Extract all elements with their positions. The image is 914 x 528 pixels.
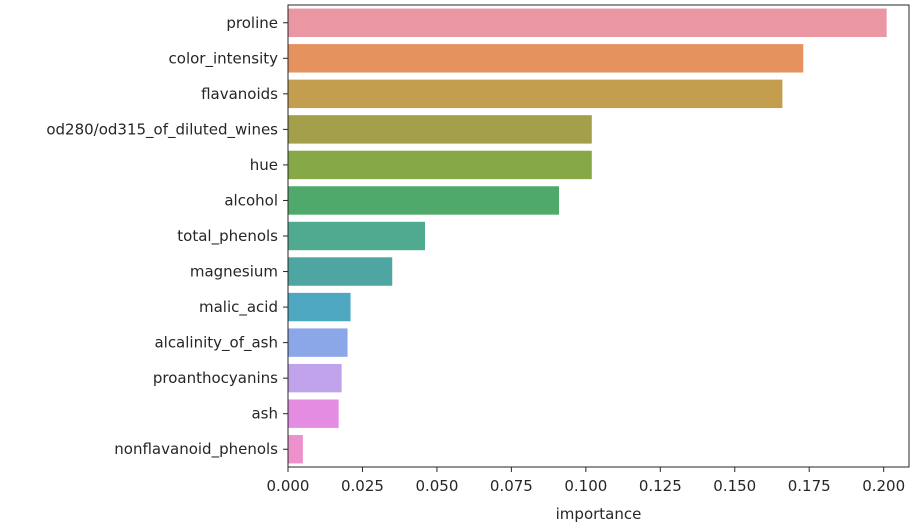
- y-tick-label: nonflavanoid_phenols: [114, 440, 278, 459]
- plot-frame: [287, 4, 910, 468]
- bar-proline: [288, 8, 887, 37]
- x-tick-label: 0.200: [862, 477, 905, 495]
- y-tick-label: proanthocyanins: [153, 369, 278, 387]
- y-tick-label: od280/od315_of_diluted_wines: [46, 120, 278, 139]
- bar-proanthocyanins: [288, 363, 342, 393]
- x-ticks: 0.000 0.025 0.050 0.075 0.100 0.125 0.150 0.175…: [267, 467, 905, 495]
- y-tick-label: proline: [226, 14, 278, 32]
- x-tick-label: 0.000: [267, 477, 310, 495]
- x-tick-label: 0.050: [415, 477, 458, 495]
- y-tick-label: total_phenols: [177, 227, 278, 246]
- bar-color_intensity: [288, 44, 804, 73]
- y-tick-labels: proline color_intensity flavanoids od280/od…: [46, 14, 288, 459]
- x-axis-title: importance: [556, 505, 642, 523]
- bar-od280/od315_of_diluted_wines: [288, 115, 592, 144]
- y-tick-label: alcohol: [224, 191, 278, 209]
- x-tick-label: 0.025: [341, 477, 384, 495]
- y-tick-label: alcalinity_of_ash: [154, 334, 278, 353]
- x-tick-label: 0.175: [788, 477, 831, 495]
- bar-nonflavanoid_phenols: [288, 435, 303, 464]
- x-tick-label: 0.125: [639, 477, 682, 495]
- bar-hue: [288, 150, 592, 180]
- y-tick-label: flavanoids: [201, 85, 278, 103]
- bars-group: [288, 8, 887, 464]
- bar-malic_acid: [288, 292, 351, 322]
- bar-alcohol: [288, 186, 560, 215]
- y-tick-label: color_intensity: [169, 49, 279, 68]
- x-tick-label: 0.100: [564, 477, 607, 495]
- bar-total_phenols: [288, 221, 426, 251]
- bar-flavanoids: [288, 79, 783, 109]
- y-tick-label: magnesium: [190, 263, 278, 281]
- bar-ash: [288, 399, 339, 428]
- y-tick-label: ash: [251, 405, 278, 423]
- x-tick-label: 0.150: [713, 477, 756, 495]
- x-tick-label: 0.075: [490, 477, 533, 495]
- y-tick-label: hue: [250, 156, 278, 174]
- y-tick-label: malic_acid: [199, 298, 278, 317]
- bar-magnesium: [288, 257, 393, 286]
- bar-alcalinity_of_ash: [288, 328, 348, 357]
